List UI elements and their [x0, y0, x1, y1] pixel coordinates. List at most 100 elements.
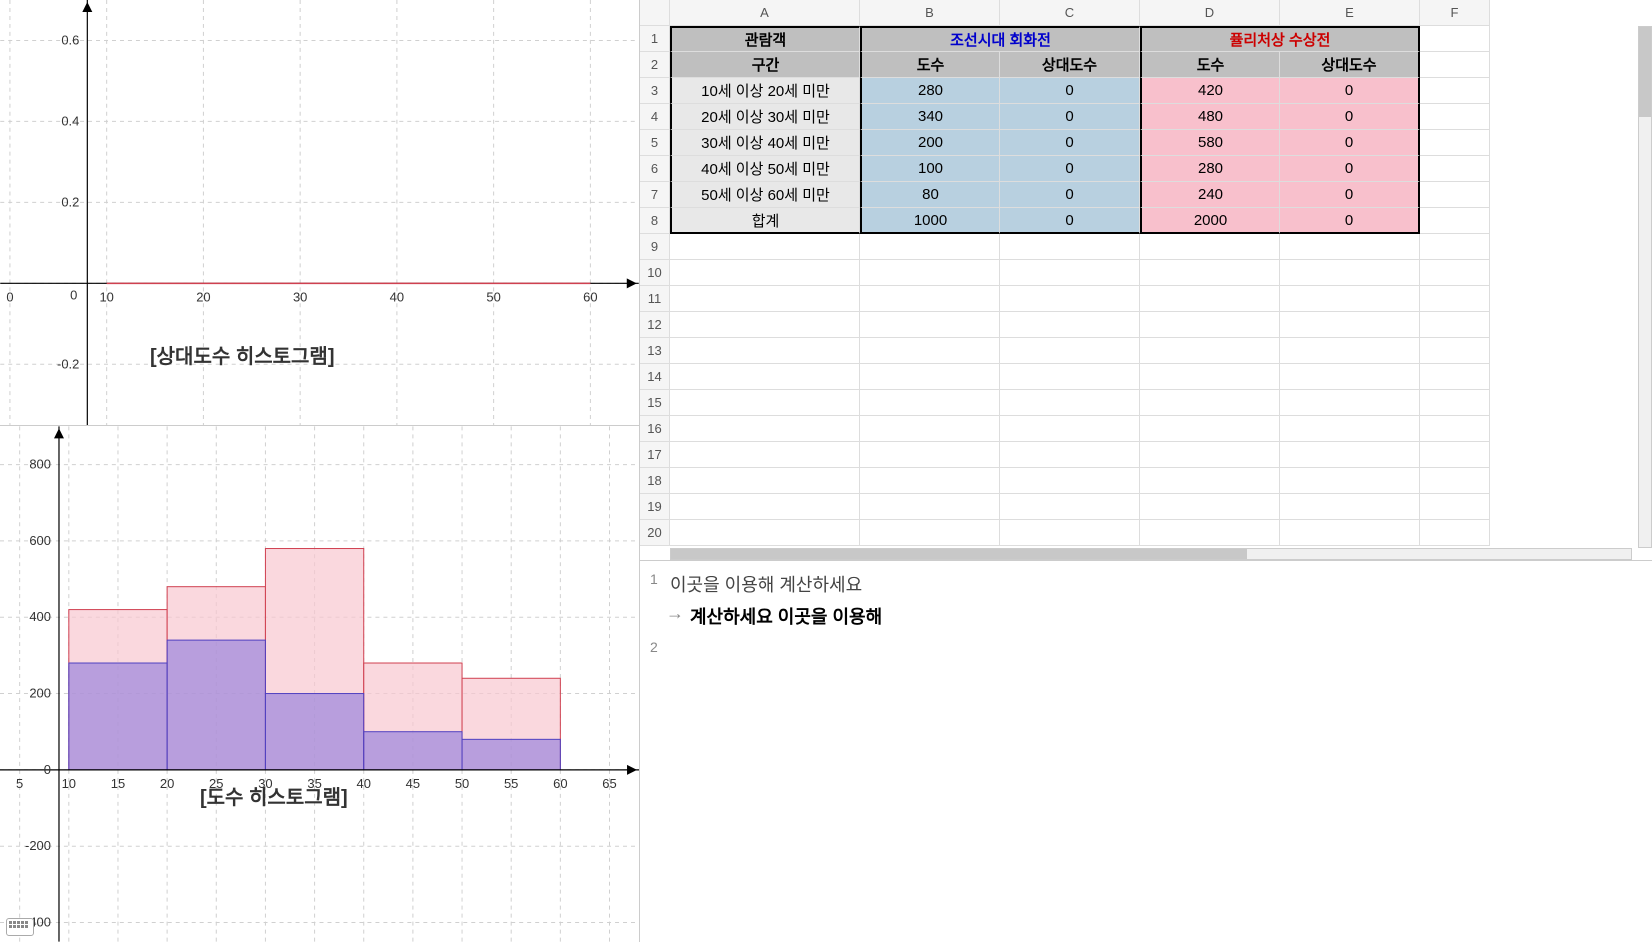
cell-B6[interactable]: 100: [860, 156, 1000, 182]
cell-C20[interactable]: [1000, 520, 1140, 546]
row-header-2[interactable]: 2: [640, 52, 670, 78]
row-header-15[interactable]: 15: [640, 390, 670, 416]
row-header-7[interactable]: 7: [640, 182, 670, 208]
cell-C10[interactable]: [1000, 260, 1140, 286]
cell-A6[interactable]: 40세 이상 50세 미만: [670, 156, 860, 182]
cell-F3[interactable]: [1420, 78, 1490, 104]
cell-F9[interactable]: [1420, 234, 1490, 260]
cell-E19[interactable]: [1280, 494, 1420, 520]
cell-D4[interactable]: 480: [1140, 104, 1280, 130]
row-header-20[interactable]: 20: [640, 520, 670, 546]
cell-C17[interactable]: [1000, 442, 1140, 468]
scrollbar-vertical[interactable]: [1638, 26, 1652, 548]
cell-F6[interactable]: [1420, 156, 1490, 182]
cell-C12[interactable]: [1000, 312, 1140, 338]
cell-B7[interactable]: 80: [860, 182, 1000, 208]
cell-F8[interactable]: [1420, 208, 1490, 234]
row-header-4[interactable]: 4: [640, 104, 670, 130]
cell-F18[interactable]: [1420, 468, 1490, 494]
cell-E18[interactable]: [1280, 468, 1420, 494]
cell-F7[interactable]: [1420, 182, 1490, 208]
cell-A19[interactable]: [670, 494, 860, 520]
cell-C18[interactable]: [1000, 468, 1140, 494]
cell-A17[interactable]: [670, 442, 860, 468]
row-header-11[interactable]: 11: [640, 286, 670, 312]
cell-E13[interactable]: [1280, 338, 1420, 364]
cell-B4[interactable]: 340: [860, 104, 1000, 130]
cas-area[interactable]: 1이곳을 이용해 계산하세요계산하세요 이곳을 이용해 2: [640, 560, 1652, 942]
row-header-1[interactable]: 1: [640, 26, 670, 52]
frequency-chart[interactable]: 5101520253035404550556065-400-2000200400…: [0, 426, 639, 942]
cell-A3[interactable]: 10세 이상 20세 미만: [670, 78, 860, 104]
cell-C3[interactable]: 0: [1000, 78, 1140, 104]
cell-C4[interactable]: 0: [1000, 104, 1140, 130]
cas-row-2[interactable]: 2: [650, 637, 1642, 655]
cell-A8[interactable]: 합계: [670, 208, 860, 234]
scrollbar-horizontal[interactable]: [670, 548, 1632, 560]
col-header-F[interactable]: F: [1420, 0, 1490, 26]
keyboard-icon[interactable]: [6, 918, 34, 936]
cell-B20[interactable]: [860, 520, 1000, 546]
cell-C14[interactable]: [1000, 364, 1140, 390]
col-header-E[interactable]: E: [1280, 0, 1420, 26]
cell-DE1[interactable]: 퓰리처상 수상전: [1140, 26, 1420, 52]
row-header-3[interactable]: 3: [640, 78, 670, 104]
row-header-5[interactable]: 5: [640, 130, 670, 156]
cell-A5[interactable]: 30세 이상 40세 미만: [670, 130, 860, 156]
cell-B15[interactable]: [860, 390, 1000, 416]
cell-E8[interactable]: 0: [1280, 208, 1420, 234]
cell-F11[interactable]: [1420, 286, 1490, 312]
cell-B10[interactable]: [860, 260, 1000, 286]
row-header-9[interactable]: 9: [640, 234, 670, 260]
cell-F19[interactable]: [1420, 494, 1490, 520]
cell-F13[interactable]: [1420, 338, 1490, 364]
cell-E6[interactable]: 0: [1280, 156, 1420, 182]
cell-D7[interactable]: 240: [1140, 182, 1280, 208]
row-header-17[interactable]: 17: [640, 442, 670, 468]
cell-B17[interactable]: [860, 442, 1000, 468]
cell-C9[interactable]: [1000, 234, 1140, 260]
cell-B9[interactable]: [860, 234, 1000, 260]
cell-D8[interactable]: 2000: [1140, 208, 1280, 234]
cell-A16[interactable]: [670, 416, 860, 442]
cell-F4[interactable]: [1420, 104, 1490, 130]
cell-D6[interactable]: 280: [1140, 156, 1280, 182]
cell-E20[interactable]: [1280, 520, 1420, 546]
cell-B18[interactable]: [860, 468, 1000, 494]
cell-D13[interactable]: [1140, 338, 1280, 364]
cell-B5[interactable]: 200: [860, 130, 1000, 156]
cell-A10[interactable]: [670, 260, 860, 286]
cell-D9[interactable]: [1140, 234, 1280, 260]
cell-B19[interactable]: [860, 494, 1000, 520]
cell-E5[interactable]: 0: [1280, 130, 1420, 156]
cell-B13[interactable]: [860, 338, 1000, 364]
cell-E16[interactable]: [1280, 416, 1420, 442]
cell-D18[interactable]: [1140, 468, 1280, 494]
cell-D5[interactable]: 580: [1140, 130, 1280, 156]
row-header-6[interactable]: 6: [640, 156, 670, 182]
cell-C13[interactable]: [1000, 338, 1140, 364]
cell-A11[interactable]: [670, 286, 860, 312]
cas-row-1[interactable]: 1이곳을 이용해 계산하세요계산하세요 이곳을 이용해: [650, 569, 1642, 633]
cas-input[interactable]: 이곳을 이용해 계산하세요: [670, 569, 1642, 599]
cell-D16[interactable]: [1140, 416, 1280, 442]
col-header-D[interactable]: D: [1140, 0, 1280, 26]
cell-C11[interactable]: [1000, 286, 1140, 312]
cell-A13[interactable]: [670, 338, 860, 364]
row-header-13[interactable]: 13: [640, 338, 670, 364]
cell-E7[interactable]: 0: [1280, 182, 1420, 208]
cell-E2[interactable]: 상대도수: [1280, 52, 1420, 78]
cell-F5[interactable]: [1420, 130, 1490, 156]
cell-A1[interactable]: 관람객: [670, 26, 860, 52]
cell-C16[interactable]: [1000, 416, 1140, 442]
cell-E9[interactable]: [1280, 234, 1420, 260]
cell-F20[interactable]: [1420, 520, 1490, 546]
cell-F16[interactable]: [1420, 416, 1490, 442]
cell-A9[interactable]: [670, 234, 860, 260]
cell-E10[interactable]: [1280, 260, 1420, 286]
cell-E12[interactable]: [1280, 312, 1420, 338]
cell-D20[interactable]: [1140, 520, 1280, 546]
col-header-B[interactable]: B: [860, 0, 1000, 26]
cell-A12[interactable]: [670, 312, 860, 338]
scrollbar-vertical-thumb[interactable]: [1639, 27, 1651, 117]
